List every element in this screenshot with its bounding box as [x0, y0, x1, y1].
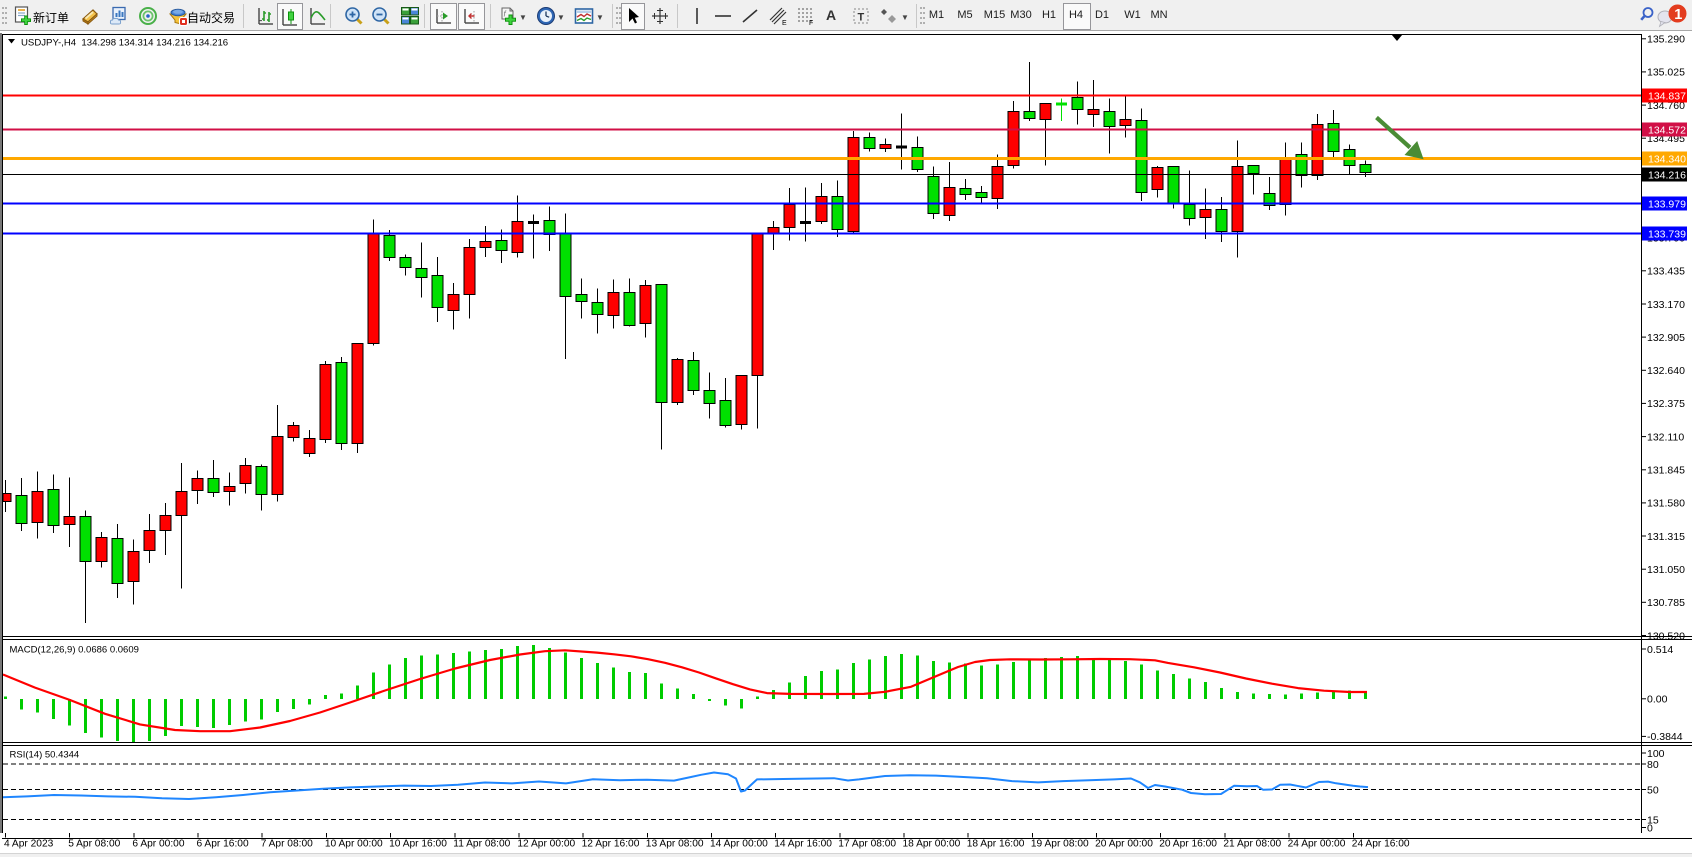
- svg-text:21 Apr 08:00: 21 Apr 08:00: [1223, 839, 1281, 850]
- svg-text:130.520: 130.520: [1647, 630, 1685, 642]
- svg-text:USDJPY-,H4 134.298 134.314 13: USDJPY-,H4 134.298 134.314 134.216 134.2…: [21, 38, 228, 49]
- svg-text:E: E: [782, 20, 787, 26]
- svg-text:134.216: 134.216: [1648, 169, 1686, 181]
- svg-text:19 Apr 08:00: 19 Apr 08:00: [1031, 839, 1089, 850]
- svg-text:130.785: 130.785: [1647, 597, 1685, 609]
- svg-text:17 Apr 08:00: 17 Apr 08:00: [838, 839, 896, 850]
- svg-text:133.170: 133.170: [1647, 299, 1685, 311]
- svg-text:4 Apr 2023: 4 Apr 2023: [4, 839, 54, 850]
- svg-text:12 Apr 16:00: 12 Apr 16:00: [582, 839, 640, 850]
- svg-text:1: 1: [1674, 7, 1682, 23]
- svg-text:15: 15: [1647, 814, 1659, 826]
- svg-text:134.760: 134.760: [1647, 100, 1685, 112]
- svg-text:10 Apr 16:00: 10 Apr 16:00: [389, 839, 447, 850]
- svg-text:133.979: 133.979: [1648, 198, 1686, 210]
- svg-text:20 Apr 00:00: 20 Apr 00:00: [1095, 839, 1153, 850]
- svg-text:132.640: 132.640: [1647, 365, 1685, 377]
- svg-text:132.110: 132.110: [1647, 431, 1684, 443]
- svg-text:100: 100: [1647, 748, 1665, 760]
- svg-text:-0.3844: -0.3844: [1647, 731, 1683, 743]
- svg-text:10 Apr 00:00: 10 Apr 00:00: [325, 839, 383, 850]
- svg-text:134.572: 134.572: [1648, 124, 1686, 136]
- svg-text:7 Apr 08:00: 7 Apr 08:00: [261, 839, 313, 850]
- svg-text:T: T: [858, 12, 865, 24]
- svg-text:131.315: 131.315: [1647, 531, 1685, 543]
- svg-text:135.025: 135.025: [1647, 67, 1685, 79]
- svg-text:MACD(12,26,9) 0.0686 0.0609: MACD(12,26,9) 0.0686 0.0609: [10, 645, 139, 656]
- svg-text:13 Apr 08:00: 13 Apr 08:00: [646, 839, 704, 850]
- svg-text:0: 0: [1647, 822, 1653, 834]
- svg-text:11 Apr 08:00: 11 Apr 08:00: [453, 839, 510, 850]
- svg-text:131.580: 131.580: [1647, 498, 1685, 510]
- svg-text:18 Apr 00:00: 18 Apr 00:00: [903, 839, 961, 850]
- svg-text:133.435: 133.435: [1647, 266, 1685, 278]
- svg-text:24 Apr 16:00: 24 Apr 16:00: [1352, 839, 1410, 850]
- svg-text:132.375: 132.375: [1647, 398, 1685, 410]
- svg-text:50: 50: [1647, 784, 1659, 796]
- svg-text:12 Apr 00:00: 12 Apr 00:00: [517, 839, 575, 850]
- svg-text:133.739: 133.739: [1648, 228, 1686, 240]
- svg-text:134.837: 134.837: [1648, 90, 1686, 102]
- svg-text:131.845: 131.845: [1647, 465, 1685, 477]
- svg-text:132.905: 132.905: [1647, 332, 1685, 344]
- svg-text:80: 80: [1647, 759, 1659, 771]
- svg-text:6 Apr 00:00: 6 Apr 00:00: [132, 839, 184, 850]
- svg-text:F: F: [809, 20, 813, 26]
- svg-text:0.00: 0.00: [1647, 694, 1668, 706]
- svg-text:18 Apr 16:00: 18 Apr 16:00: [967, 839, 1025, 850]
- svg-text:14 Apr 16:00: 14 Apr 16:00: [774, 839, 832, 850]
- svg-text:135.290: 135.290: [1647, 34, 1685, 46]
- svg-text:0.514: 0.514: [1647, 644, 1673, 656]
- svg-text:24 Apr 00:00: 24 Apr 00:00: [1288, 839, 1346, 850]
- svg-text:14 Apr 00:00: 14 Apr 00:00: [710, 839, 768, 850]
- svg-text:RSI(14) 50.4344: RSI(14) 50.4344: [10, 750, 80, 761]
- svg-text:f: f: [504, 10, 507, 19]
- svg-text:20 Apr 16:00: 20 Apr 16:00: [1159, 839, 1217, 850]
- svg-text:5 Apr 08:00: 5 Apr 08:00: [68, 839, 120, 850]
- svg-text:6 Apr 16:00: 6 Apr 16:00: [197, 839, 249, 850]
- svg-text:134.340: 134.340: [1648, 153, 1686, 165]
- svg-text:131.050: 131.050: [1647, 564, 1685, 576]
